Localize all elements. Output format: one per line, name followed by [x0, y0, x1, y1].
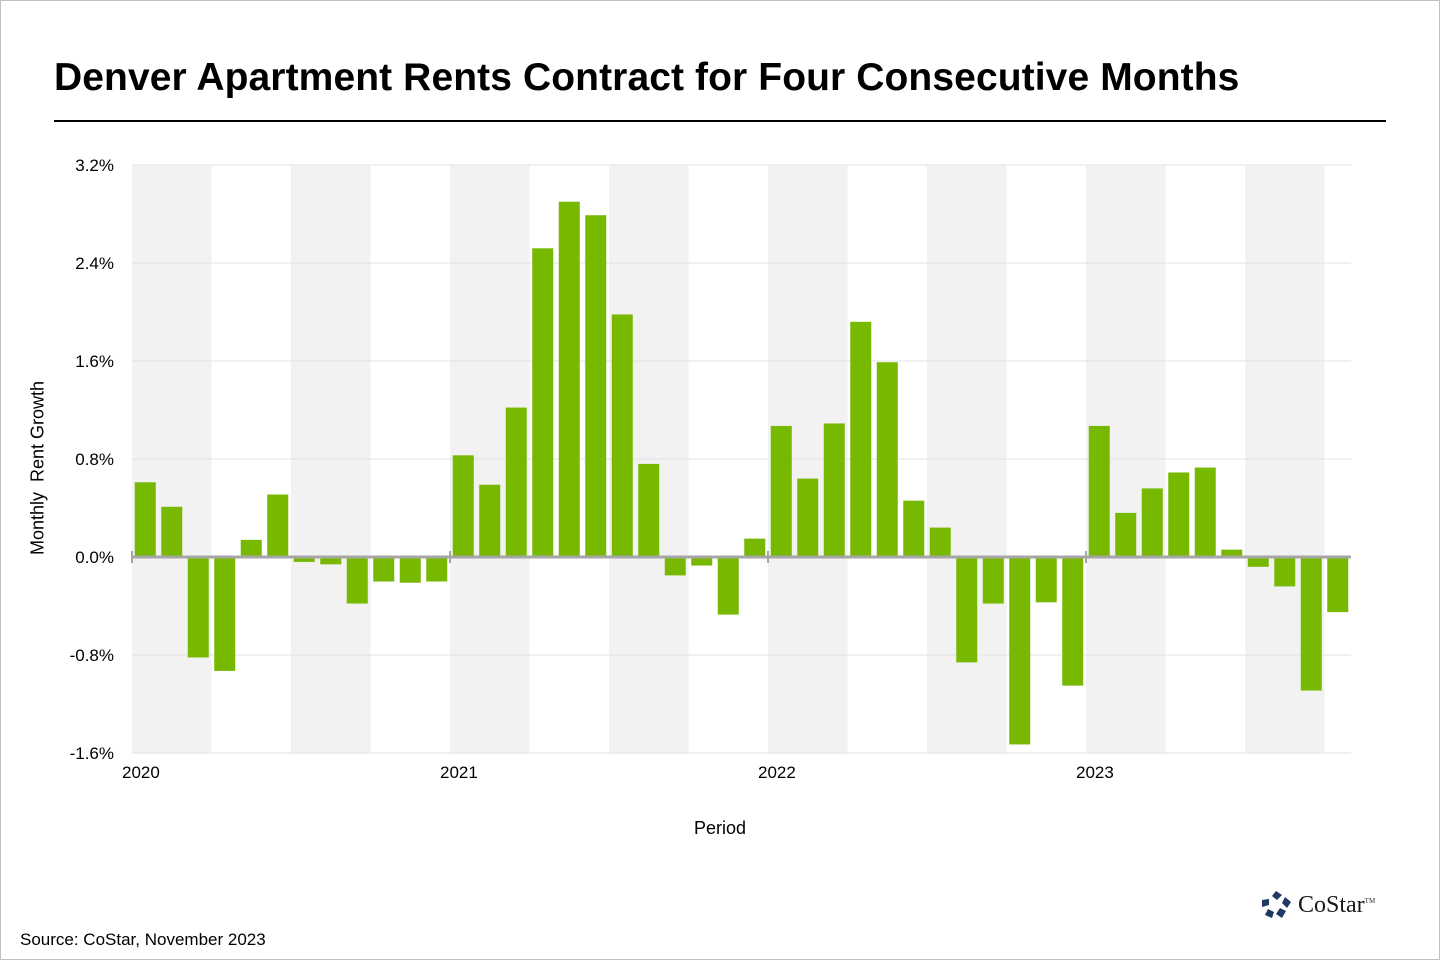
bar-2023-10 [1327, 557, 1349, 613]
y-tick-label: 1.6% [75, 352, 114, 371]
bar-2023-03 [1141, 488, 1163, 557]
bar-2022-02 [797, 478, 819, 557]
logo-name: CoStar [1298, 891, 1365, 918]
bar-2020-08 [320, 557, 342, 565]
bar-2022-01 [770, 425, 792, 557]
gridlines [132, 164, 1351, 754]
bar-2021-01 [452, 455, 474, 557]
source-note: Source: CoStar, November 2023 [20, 930, 266, 949]
bar-2020-01 [134, 482, 156, 557]
bar-2022-09 [982, 557, 1004, 604]
y-tick-label: 0.8% [75, 450, 114, 469]
x-axis-label: Period [693, 818, 747, 838]
bar-2021-09 [664, 557, 686, 576]
bar-2023-04 [1168, 472, 1190, 557]
x-tick-label: 2023 [1076, 763, 1114, 782]
costar-star-icon [1262, 891, 1291, 918]
bar-2020-04 [214, 557, 236, 671]
bar-2022-08 [956, 557, 978, 663]
y-tick-label: -1.6% [70, 744, 114, 763]
bar-2020-03 [187, 557, 209, 658]
bar-2020-11 [399, 557, 421, 583]
bar-2023-08 [1274, 557, 1296, 587]
bar-2022-11 [1035, 557, 1057, 603]
bar-2021-07 [611, 314, 633, 557]
bar-2021-08 [638, 463, 660, 557]
bar-2022-05 [876, 362, 898, 557]
bar-2022-03 [823, 423, 845, 557]
bar-2023-05 [1194, 467, 1216, 557]
bar-2023-06 [1221, 549, 1243, 557]
bar-2021-12 [744, 538, 766, 557]
x-tick-label: 2022 [758, 763, 796, 782]
costar-logo: CoStarTM [1260, 890, 1375, 920]
bar-2023-01 [1088, 425, 1110, 557]
y-tick-label: -0.8% [70, 646, 114, 665]
bar-2023-09 [1300, 557, 1322, 691]
y-axis-label: Monthly Rent Growth [27, 380, 48, 556]
bar-2022-07 [929, 527, 951, 557]
bar-2021-11 [717, 557, 739, 615]
logo-text: CoStarTM [1298, 892, 1375, 919]
bar-2020-09 [346, 557, 368, 604]
bar-2022-04 [850, 321, 872, 557]
bar-2020-07 [293, 557, 315, 562]
y-tick-labels: 3.2% 2.4% 1.6% 0.8% 0.0% -0.8% -1.6% [70, 156, 114, 763]
logo-trademark: TM [1364, 896, 1376, 905]
bar-2022-06 [903, 500, 925, 557]
chart-title: Denver Apartment Rents Contract for Four… [54, 56, 1240, 99]
bar-2021-04 [532, 248, 554, 558]
bar-2020-02 [161, 506, 183, 557]
bar-2020-12 [426, 557, 448, 582]
y-tick-label: 3.2% [75, 156, 114, 175]
bar-2020-10 [373, 557, 395, 582]
bar-2022-12 [1062, 557, 1084, 686]
x-tick-labels: 2020 2021 2022 2023 [122, 763, 1114, 782]
x-axis [131, 551, 1351, 563]
title-divider [54, 120, 1386, 122]
y-tick-label: 2.4% [75, 254, 114, 273]
bar-2023-07 [1247, 557, 1269, 567]
bar-2023-02 [1115, 512, 1137, 557]
bar-2021-02 [479, 484, 501, 557]
y-tick-label: 0.0% [75, 548, 114, 567]
bar-2020-06 [267, 494, 289, 557]
bars [134, 201, 1349, 745]
x-tick-label: 2020 [122, 763, 160, 782]
bar-2020-05 [240, 539, 262, 557]
bar-2021-03 [505, 407, 527, 557]
bar-2021-05 [558, 201, 580, 557]
x-tick-label: 2021 [440, 763, 478, 782]
bar-2021-06 [585, 215, 607, 557]
bar-2022-10 [1009, 557, 1031, 745]
bar-2021-10 [691, 557, 713, 566]
